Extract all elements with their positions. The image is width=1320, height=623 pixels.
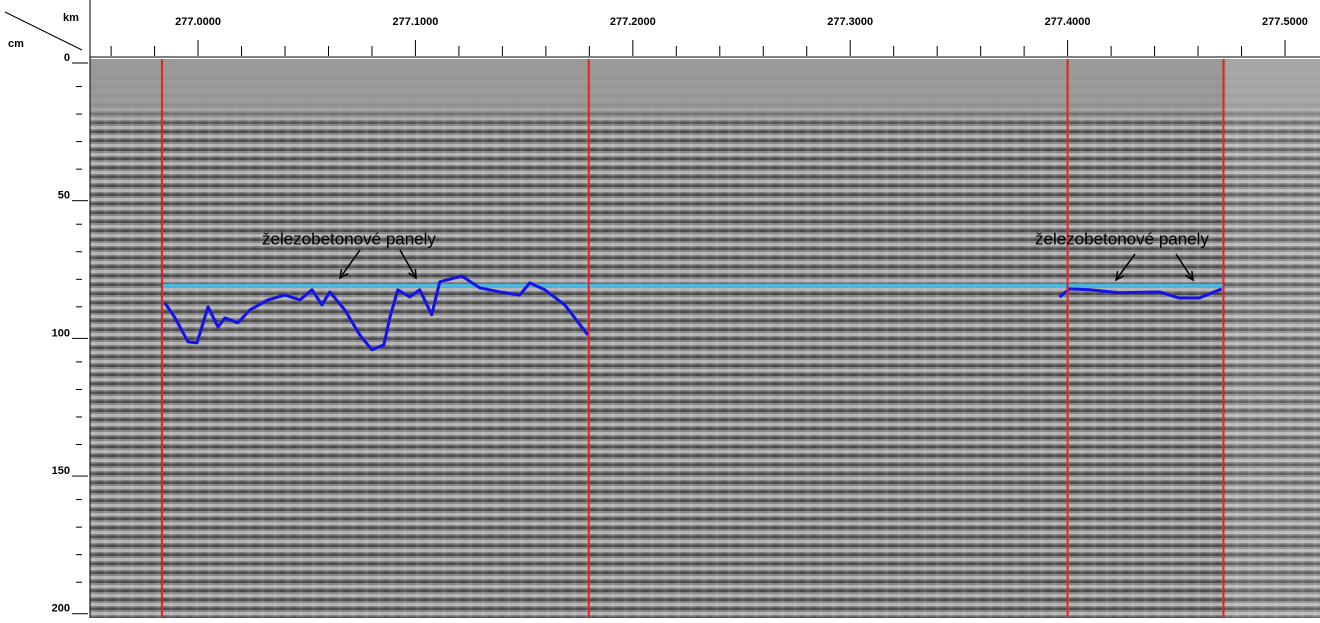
x-tick-label: 277.3000 [827,16,873,28]
x-tick-label: 277.1000 [392,16,438,28]
x-tick-label: 277.0000 [175,16,221,28]
y-tick-label: 50 [58,190,70,202]
radar-surface [90,59,1320,618]
y-axis-label: cm [8,38,24,50]
radargram-chart: km cm 277.0000 277.1000 277.2000 277.3000 27… [0,0,1320,618]
annotation: železobetonové panely [1035,229,1209,248]
x-tick-label: 277.2000 [610,16,656,28]
x-axis-label: km [63,12,79,24]
x-tick-label: 277.4000 [1045,16,1091,28]
y-tick-label: 100 [52,327,70,339]
annotation: železobetonové panely [262,229,436,248]
x-tick-label: 277.5000 [1262,16,1308,28]
y-tick-label: 150 [52,465,70,477]
y-tick-label: 200 [52,603,70,615]
y-tick-label: 0 [64,52,70,64]
radar-edge [1226,59,1320,618]
